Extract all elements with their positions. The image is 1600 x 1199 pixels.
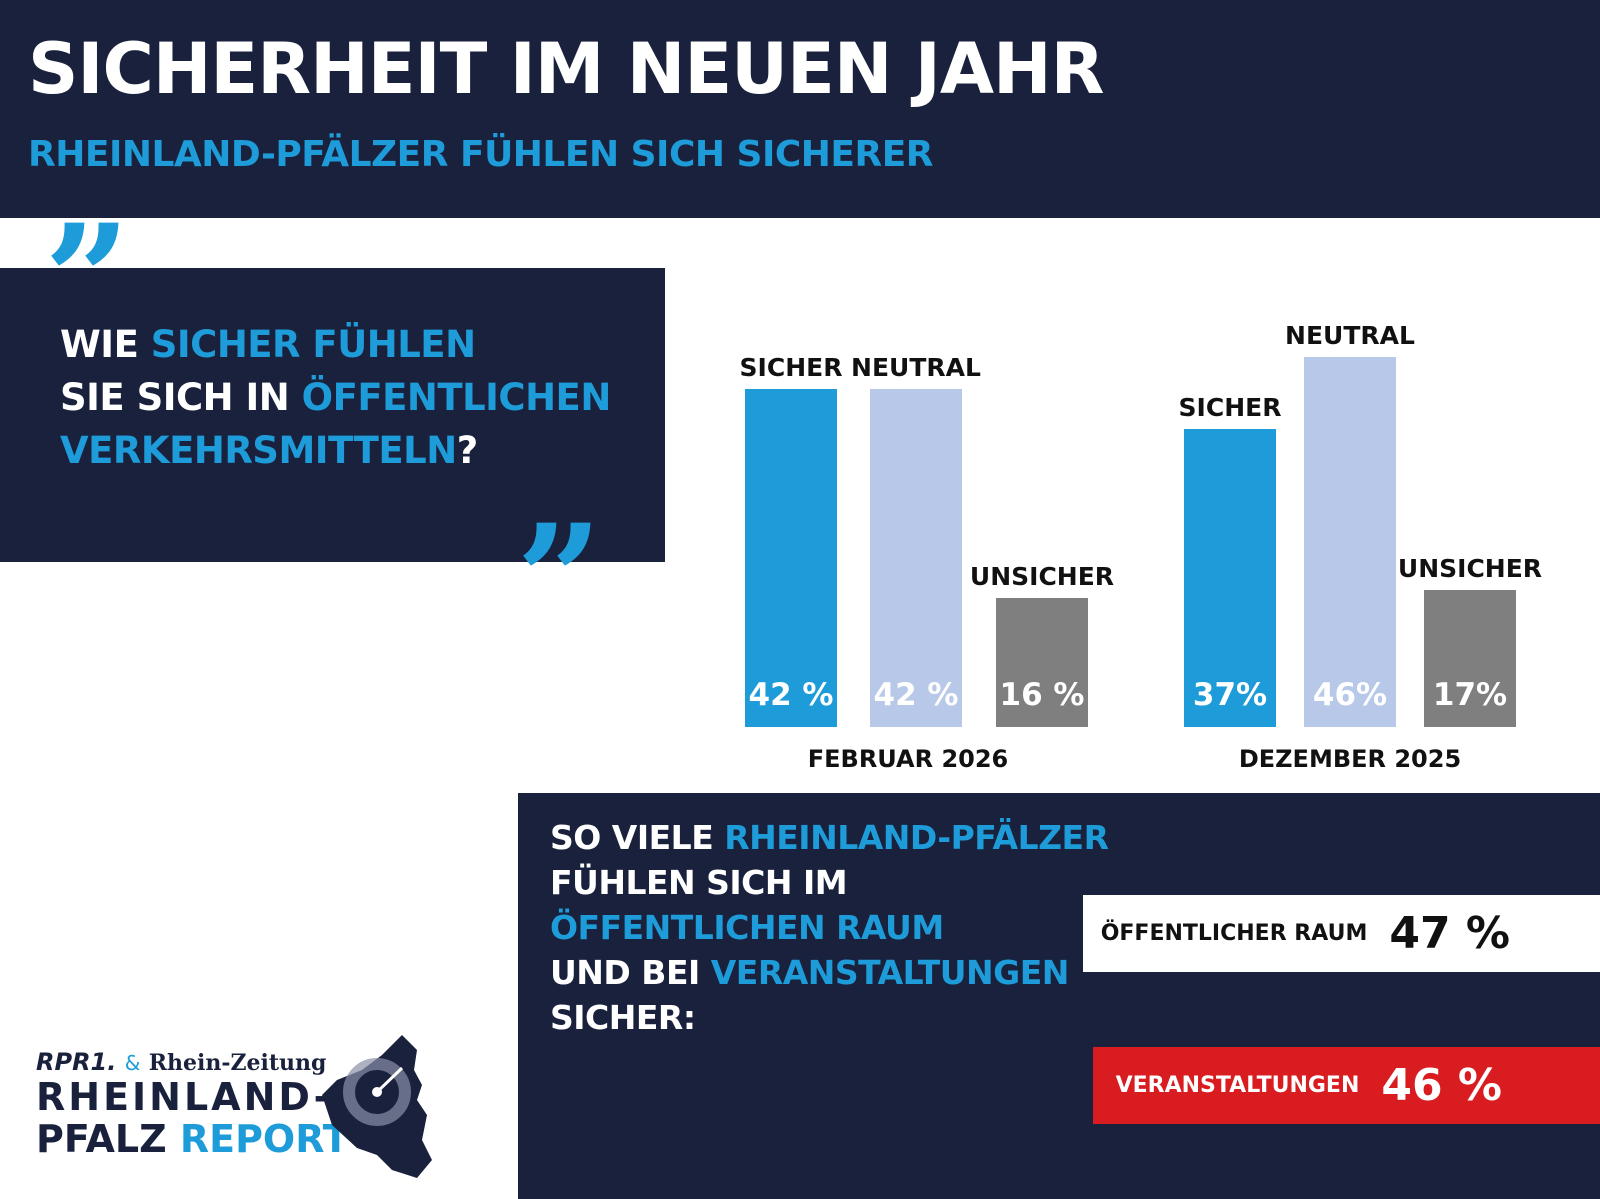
bar-value-label: 42 %: [748, 677, 834, 713]
q-part: ?: [456, 429, 478, 472]
logo-rpr1: RPR1.: [36, 1048, 117, 1076]
logo-rhein-zeitung: Rhein-Zeitung: [148, 1050, 327, 1076]
stat-public-space: ÖFFENTLICHER RAUM 47 %: [1083, 895, 1600, 972]
s-part: RHEINLAND-PFÄLZER: [724, 818, 1109, 857]
summary-box: [518, 793, 1600, 1199]
stat-value: 46 %: [1381, 1060, 1502, 1111]
stat-label: VERANSTALTUNGEN: [1115, 1073, 1360, 1098]
header: SICHERHEIT IM NEUEN JAHR RHEINLAND-PFÄLZ…: [0, 0, 1600, 218]
group-label: FEBRUAR 2026: [807, 745, 1009, 773]
logo-amp: &: [124, 1051, 141, 1075]
logo-line1: RHEINLAND-: [36, 1075, 333, 1119]
bar-value-label: 46%: [1312, 677, 1388, 713]
logo: RPR1. & Rhein-Zeitung RHEINLAND- PFALZ R…: [36, 1048, 349, 1160]
bar-neutral-1: [1304, 356, 1396, 727]
quote-close-icon: ”: [516, 492, 603, 668]
bar-category-label: NEUTRAL: [851, 352, 981, 382]
s-part: ÖFFENTLICHEN RAUM: [550, 908, 944, 947]
bar-sicher-0: [745, 388, 837, 727]
quote-open-icon: ”: [44, 192, 131, 368]
bar-category-label: SICHER: [1178, 393, 1282, 423]
s-part: UND BEI: [550, 953, 711, 992]
q-part: ÖFFENTLICHEN: [301, 376, 612, 419]
q-part: VERKEHRSMITTELN: [60, 429, 457, 472]
bar-category-label: UNSICHER: [969, 562, 1115, 592]
q-part: SIE SICH IN: [60, 376, 302, 419]
bar-category-label: UNSICHER: [1397, 554, 1543, 584]
bar-sicher-1: [1184, 429, 1276, 727]
bar-neutral-0: [870, 388, 962, 727]
stat-value: 47 %: [1389, 908, 1510, 959]
s-part: SICHER:: [550, 998, 696, 1037]
bar-category-label: SICHER: [739, 352, 843, 382]
q-part: WIE: [60, 323, 151, 366]
bar-unsicher-0: [996, 598, 1088, 727]
question-box: [0, 268, 665, 562]
s-part: SO VIELE: [550, 818, 725, 857]
s-part: FÜHLEN SICH IM: [550, 863, 848, 902]
page-title: SICHERHEIT IM NEUEN JAHR: [28, 28, 1104, 110]
bar-value-label: 37%: [1192, 677, 1268, 713]
logo-report: REPORT: [179, 1117, 349, 1161]
logo-line2: PFALZ: [36, 1117, 180, 1161]
bar-unsicher-1: [1424, 590, 1516, 727]
stat-label: ÖFFENTLICHER RAUM: [1100, 921, 1368, 946]
s-part: VERANSTALTUNGEN: [710, 953, 1070, 992]
stat-events: VERANSTALTUNGEN 46 %: [1093, 1047, 1600, 1124]
summary-text: SO VIELE RHEINLAND-PFÄLZER FÜHLEN SICH I…: [550, 815, 1109, 1040]
bar-value-label: 42 %: [873, 677, 959, 713]
page-subtitle: RHEINLAND-PFÄLZER FÜHLEN SICH SICHERER: [28, 134, 934, 175]
q-part: SICHER FÜHLEN: [150, 323, 476, 366]
question-text: WIE SICHER FÜHLEN SIE SICH IN ÖFFENTLICH…: [60, 318, 611, 477]
group-label: DEZEMBER 2025: [1238, 745, 1462, 773]
bar-category-label: NEUTRAL: [1285, 320, 1415, 350]
bar-value-label: 16 %: [999, 677, 1085, 713]
rlp-map-icon: [322, 1035, 432, 1178]
bar-value-label: 17%: [1432, 677, 1508, 713]
